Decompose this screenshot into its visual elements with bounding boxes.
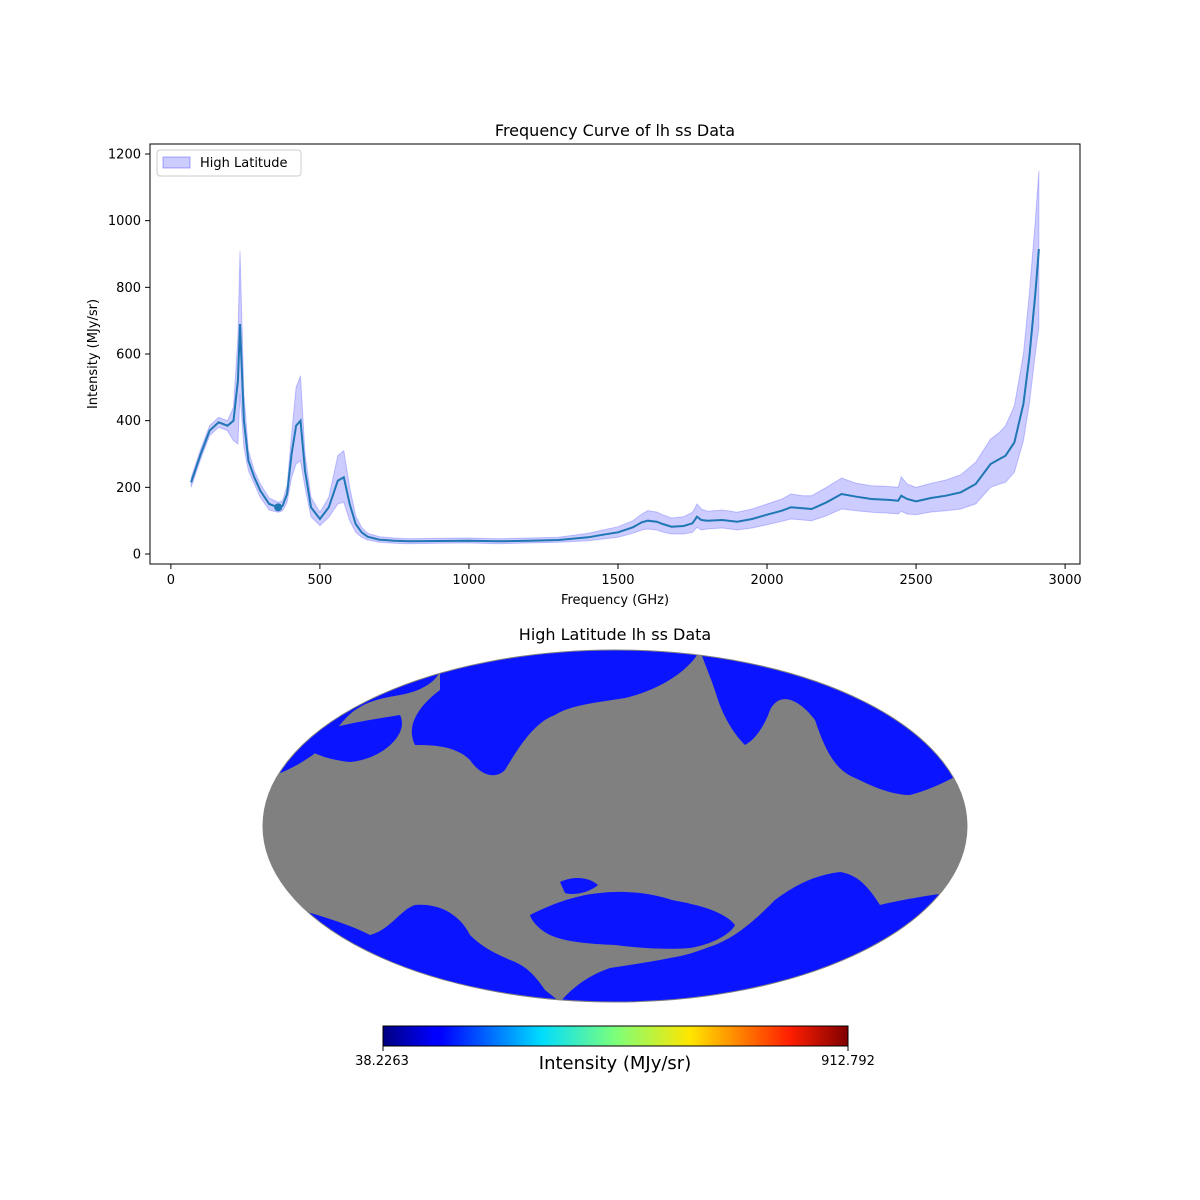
map-outline — [262, 649, 968, 1003]
x-axis-label: Frequency (GHz) — [561, 593, 669, 608]
colorbar-label: Intensity (MJy/sr) — [539, 1053, 691, 1074]
colorbar-gradient — [382, 1025, 849, 1047]
y-tick-label: 1000 — [108, 214, 141, 229]
x-tick-label: 2500 — [900, 573, 933, 588]
y-tick-label: 600 — [116, 348, 141, 363]
legend-entry-high-latitude: High Latitude — [200, 156, 288, 171]
y-axis-ticks: 0 200 400 600 800 1000 1200 — [108, 148, 150, 563]
y-tick-label: 0 — [133, 548, 141, 563]
map-title: High Latitude lh ss Data — [519, 625, 711, 644]
x-tick-label: 1000 — [452, 573, 485, 588]
region-south-patch — [560, 878, 598, 895]
legend-box — [156, 149, 302, 177]
sky-map: High Latitude lh ss Data — [262, 625, 968, 1003]
region-north-west-2 — [300, 715, 402, 762]
frequency-chart: Frequency Curve of lh ss Data 0 500 1000 15… — [86, 121, 1082, 608]
y-axis-label: Intensity (MJy/sr) — [86, 299, 101, 409]
x-tick-label: 3000 — [1049, 573, 1082, 588]
x-tick-label: 500 — [307, 573, 332, 588]
chart-title: Frequency Curve of lh ss Data — [495, 121, 735, 140]
legend: High Latitude — [156, 149, 302, 177]
region-south-center — [530, 891, 735, 949]
mean-marker — [274, 503, 283, 512]
x-axis-ticks: 0 500 1000 1500 2000 2500 3000 — [167, 564, 1082, 588]
region-north-center — [411, 650, 700, 776]
colorbar-max-label: 912.792 — [821, 1054, 875, 1069]
x-tick-label: 2000 — [750, 573, 783, 588]
y-tick-label: 200 — [116, 481, 141, 496]
y-tick-label: 400 — [116, 414, 141, 429]
y-tick-label: 1200 — [108, 148, 141, 163]
colorbar: 38.2263 912.792 Intensity (MJy/sr) — [355, 1025, 875, 1074]
y-tick-label: 800 — [116, 281, 141, 296]
x-tick-label: 1500 — [601, 573, 634, 588]
x-tick-label: 0 — [167, 573, 175, 588]
legend-swatch — [162, 156, 191, 169]
colorbar-min-label: 38.2263 — [355, 1054, 409, 1069]
series-band-high-latitude — [190, 170, 1040, 545]
